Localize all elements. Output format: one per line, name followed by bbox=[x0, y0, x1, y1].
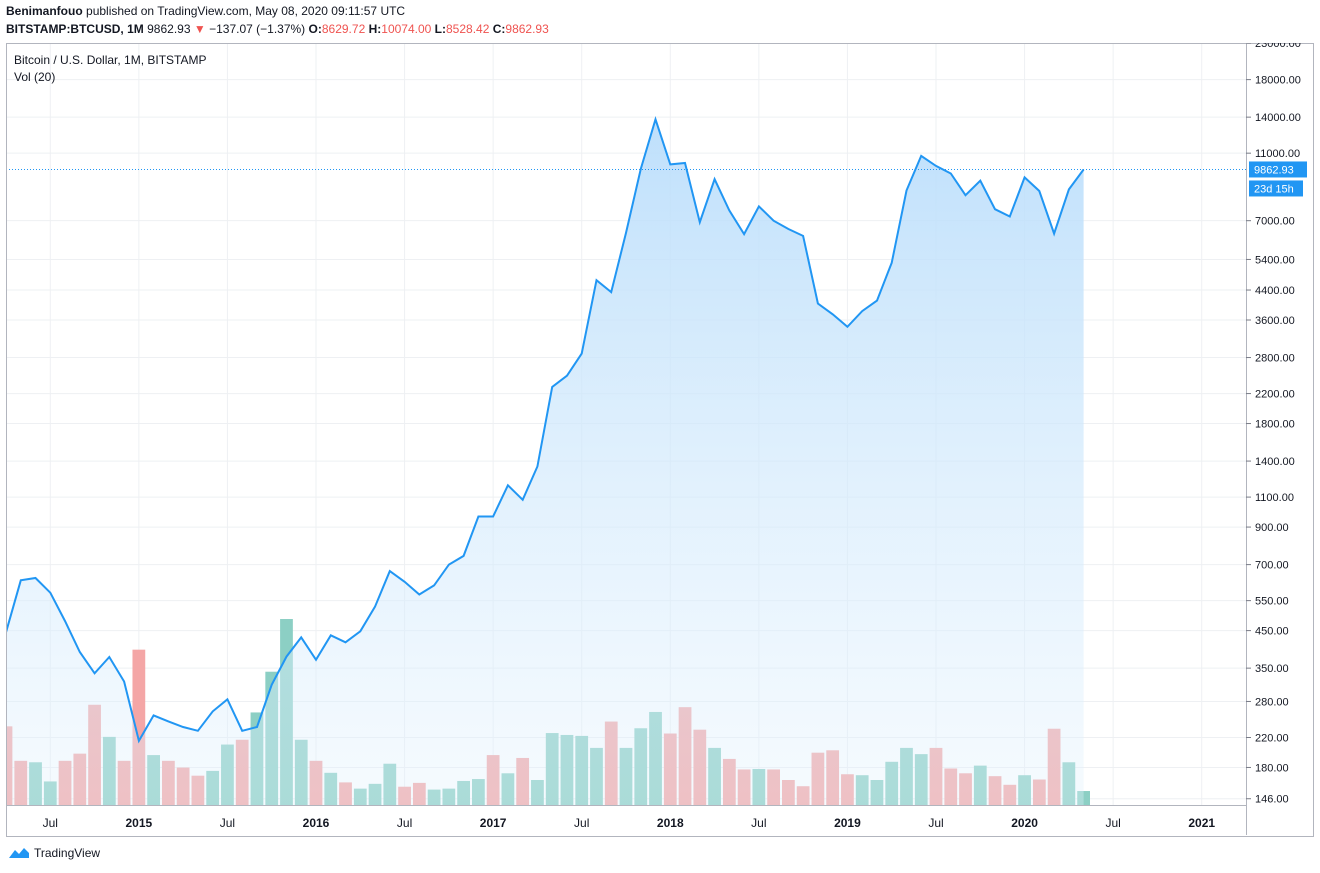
y-tick-label: 550.00 bbox=[1255, 596, 1289, 608]
price-change: −137.07 (−1.37%) bbox=[209, 22, 306, 36]
y-tick-label: 23000.00 bbox=[1255, 43, 1301, 50]
last-price-badge bbox=[1249, 161, 1307, 178]
x-tick-label: Jul bbox=[220, 816, 235, 830]
price-axis[interactable]: 146.00 180.00 220.00 280.00 350.00 450.00 550.… bbox=[1246, 38, 1301, 806]
chart-frame[interactable]: 146.00 180.00 220.00 280.00 350.00 450.00 550.… bbox=[0, 38, 1314, 837]
y-tick-label: 18000.00 bbox=[1255, 75, 1301, 87]
plot-frame bbox=[6, 43, 1314, 837]
price-area-fill bbox=[6, 119, 1084, 806]
x-tick-label: 2020 bbox=[1011, 816, 1038, 830]
y-tick-label: 180.00 bbox=[1255, 762, 1289, 774]
y-tick-label: 4400.00 bbox=[1255, 285, 1295, 297]
author-name[interactable]: Benimanfouo bbox=[6, 4, 83, 18]
y-tick-label: 280.00 bbox=[1255, 696, 1289, 708]
y-tick-label: 2200.00 bbox=[1255, 389, 1295, 401]
x-tick-label: Jul bbox=[1105, 816, 1120, 830]
time-axis[interactable]: Jul 2015 Jul 2016 Jul 2017 Jul 2018 Jul 2019 Jul 20… bbox=[43, 816, 1216, 830]
x-tick-label: Jul bbox=[43, 816, 58, 830]
y-tick-label: 11000.00 bbox=[1255, 148, 1300, 160]
y-tick-label: 2800.00 bbox=[1255, 353, 1295, 365]
y-tick-label: 3600.00 bbox=[1255, 315, 1295, 327]
y-tick-label: 1800.00 bbox=[1255, 419, 1295, 431]
low-value: 8528.42 bbox=[446, 22, 490, 36]
y-tick-label: 5400.00 bbox=[1255, 254, 1295, 266]
outer-border bbox=[6, 43, 1314, 837]
x-tick-label: Jul bbox=[751, 816, 766, 830]
price-chart[interactable]: 146.00 180.00 220.00 280.00 350.00 450.00 550.… bbox=[0, 38, 1314, 837]
y-tick-label: 220.00 bbox=[1255, 732, 1289, 744]
close-label: C: bbox=[492, 22, 506, 36]
open-label: O: bbox=[308, 22, 322, 36]
countdown-badge bbox=[1249, 180, 1303, 197]
y-tick-label: 146.00 bbox=[1255, 794, 1289, 806]
volume-legend: Vol (20) bbox=[14, 70, 55, 84]
close-value: 9862.93 bbox=[505, 22, 549, 36]
x-tick-label: 2021 bbox=[1188, 816, 1215, 830]
publish-info: published on TradingView.com, May 08, 20… bbox=[86, 4, 406, 18]
low-label: L: bbox=[434, 22, 446, 36]
ohlc-row: BITSTAMP:BTCUSD, 1M 9862.93 ▼ −137.07 (−… bbox=[6, 22, 549, 36]
symbol-label[interactable]: BITSTAMP:BTCUSD, 1M bbox=[6, 22, 144, 36]
y-tick-label: 450.00 bbox=[1255, 626, 1289, 638]
price-badges: 9862.93 23d 15h bbox=[1249, 161, 1307, 197]
y-tick-label: 14000.00 bbox=[1255, 112, 1301, 124]
countdown-badge-text: 23d 15h bbox=[1254, 183, 1294, 195]
y-tick-label: 900.00 bbox=[1255, 522, 1289, 534]
down-arrow-icon: ▼ bbox=[193, 22, 206, 36]
y-tick-label: 350.00 bbox=[1255, 663, 1289, 675]
y-tick-label: 1100.00 bbox=[1255, 492, 1294, 504]
high-value: 10074.00 bbox=[381, 22, 432, 36]
tradingview-logo-icon bbox=[9, 848, 29, 858]
brand-label: TradingView bbox=[34, 846, 101, 860]
high-label: H: bbox=[368, 22, 382, 36]
x-tick-label: 2019 bbox=[834, 816, 861, 830]
x-tick-label: 2015 bbox=[126, 816, 153, 830]
open-value: 8629.72 bbox=[321, 22, 366, 36]
x-tick-label: Jul bbox=[928, 816, 943, 830]
x-tick-label: 2018 bbox=[657, 816, 684, 830]
chart-legend-title: Bitcoin / U.S. Dollar, 1M, BITSTAMP bbox=[14, 53, 207, 67]
publisher-line: Benimanfouo published on TradingView.com… bbox=[6, 4, 405, 18]
x-tick-label: 2017 bbox=[480, 816, 507, 830]
last-price: 9862.93 bbox=[147, 22, 191, 36]
y-tick-label: 1400.00 bbox=[1255, 456, 1295, 468]
x-tick-label: 2016 bbox=[303, 816, 330, 830]
x-tick-label: Jul bbox=[397, 816, 412, 830]
last-price-badge-text: 9862.93 bbox=[1254, 164, 1294, 176]
price-line bbox=[5, 115, 1085, 744]
y-tick-label: 700.00 bbox=[1255, 560, 1289, 572]
y-tick-label: 7000.00 bbox=[1255, 216, 1295, 228]
footer-brand[interactable]: TradingView bbox=[8, 846, 100, 860]
x-tick-label: Jul bbox=[574, 816, 589, 830]
